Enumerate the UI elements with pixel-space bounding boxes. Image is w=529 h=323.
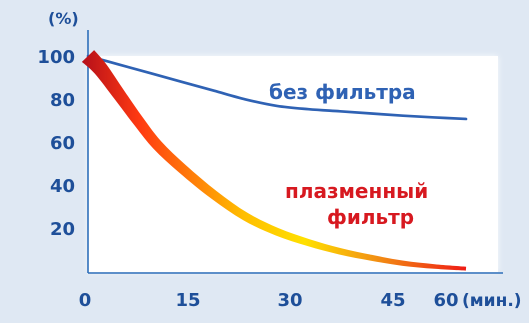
x-tick-label-45: 45 — [380, 290, 405, 311]
series-label-no-filter: без фильтра — [269, 80, 416, 104]
x-axis-label: (мин.) — [462, 291, 522, 311]
series-label-plasma-line2: фильтр — [327, 205, 414, 229]
y-tick-label-20: 20 — [50, 219, 75, 240]
y-ticks: 100 80 60 40 20 — [37, 47, 75, 240]
x-tick-label-60: 60 — [433, 290, 458, 311]
y-tick-label-60: 60 — [50, 133, 75, 154]
x-tick-label-0: 0 — [79, 290, 92, 311]
series-label-plasma-line1: плазменный — [285, 179, 428, 203]
y-tick-label-100: 100 — [37, 47, 75, 68]
y-tick-label-40: 40 — [50, 176, 75, 197]
y-axis-label: (%) — [48, 9, 79, 28]
y-tick-label-80: 80 — [50, 90, 75, 111]
x-tick-label-15: 15 — [175, 290, 200, 311]
series-line-no-filter — [86, 54, 468, 121]
x-tick-label-30: 30 — [277, 290, 302, 311]
series-line-plasma-filter — [81, 50, 467, 271]
x-ticks: 0 15 30 45 60 (мин.) — [79, 290, 522, 311]
